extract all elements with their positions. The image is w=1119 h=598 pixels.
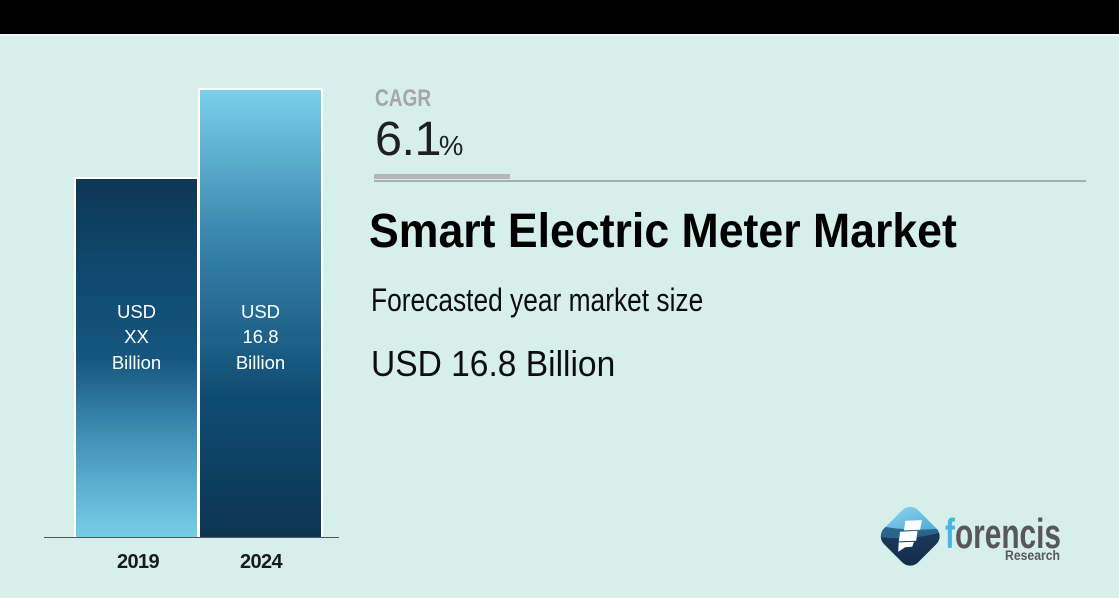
svg-text:Research: Research [1005,548,1060,563]
svg-text:forencis: forencis [945,510,1061,557]
